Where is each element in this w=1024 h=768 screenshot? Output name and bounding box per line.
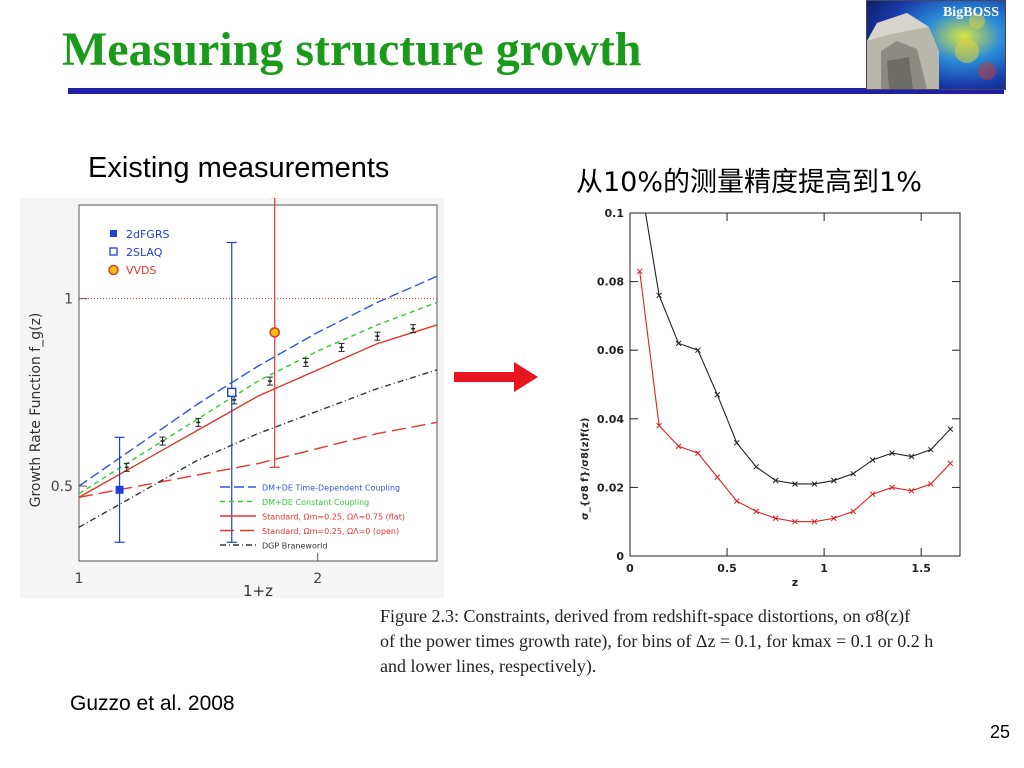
- left-x-tick-label: 1: [75, 571, 84, 587]
- right-series-point: [675, 443, 682, 450]
- legend-label: 2SLAQ: [126, 246, 163, 259]
- left-y-tick-label: 1: [64, 292, 73, 308]
- legend-marker: [110, 230, 117, 237]
- growth-rate-chart: 1 2 0.5 1 2dFGRS 2SLAQ VVDS DM+DE Time-Depend…: [20, 198, 444, 598]
- right-y-axis-label: σ_{σ8 f}/σ8(z)f(z): [580, 418, 591, 520]
- right-series-point: [636, 268, 643, 275]
- right-series-point: [947, 426, 954, 432]
- right-series-point: [753, 508, 760, 515]
- left-model-line: [78, 324, 438, 498]
- caption-line: of the power times growth rate), for bin…: [380, 631, 934, 651]
- right-heading: 从10%的测量精度提高到1%: [576, 167, 922, 198]
- right-x-tick-label: 1.5: [911, 562, 931, 575]
- right-series-point: [714, 391, 721, 398]
- right-series-point: [928, 481, 934, 487]
- left-x-axis-label: 1+z: [243, 582, 273, 598]
- right-series-point: [656, 422, 662, 429]
- right-x-axis-label: z: [792, 576, 798, 589]
- left-model-line: [78, 369, 438, 528]
- slide-title: Measuring structure growth: [62, 23, 642, 76]
- right-series-point: [695, 450, 701, 456]
- right-series-point: [850, 470, 857, 477]
- right-series-point: [733, 439, 740, 446]
- right-series-point: [830, 515, 837, 522]
- right-series-point: [908, 487, 915, 494]
- right-series-point: [656, 292, 662, 299]
- bigboss-logo-image: [867, 1, 1005, 89]
- model-legend-label: Standard, Ωm=0.25, ΩΛ=0.75 (flat): [262, 513, 405, 522]
- model-legend-label: DM+DE Constant Coupling: [262, 498, 369, 507]
- legend-marker: [108, 264, 119, 276]
- right-series-point: [772, 477, 779, 484]
- figure-caption: Figure 2.3: Constraints, derived from re…: [380, 604, 1024, 684]
- right-series-point: [714, 474, 721, 480]
- right-plot-frame: [629, 212, 961, 557]
- legend-label: VVDS: [126, 264, 157, 277]
- bigboss-logo: BigBOSS: [866, 0, 1006, 90]
- left-plot-frame: [78, 204, 438, 562]
- right-series-point: [908, 453, 915, 460]
- right-series-point: [889, 450, 895, 456]
- page-number: 25: [989, 722, 1010, 742]
- right-series-point: [733, 498, 740, 504]
- left-data-point: [115, 485, 124, 494]
- right-series-point: [753, 463, 760, 470]
- left-data-point: [227, 387, 237, 398]
- model-legend-label: DM+DE Time-Dependent Coupling: [262, 484, 400, 493]
- left-model-line: [78, 301, 438, 495]
- left-data-point: [269, 327, 281, 338]
- right-series-point: [811, 481, 818, 487]
- right-x-tick-label: 1: [820, 562, 828, 575]
- right-series-point: [869, 491, 876, 498]
- right-y-tick-label: 0.04: [597, 413, 624, 426]
- right-series-point: [889, 484, 895, 491]
- left-heading: Existing measurements: [88, 152, 390, 184]
- caption-line: Figure 2.3: Constraints, derived from re…: [380, 606, 911, 626]
- left-x-tick-label: 2: [313, 571, 322, 587]
- right-y-tick-label: 0: [616, 550, 624, 563]
- right-series-point: [947, 460, 954, 467]
- precision-chart: 0 0.5 1 1.5 0 0.02 0.04 0.06 0.08 0.1 z σ_{σ8 f}/…: [580, 207, 961, 589]
- caption-line: and lower lines, respectively).: [380, 656, 597, 676]
- right-y-tick-label: 0.02: [597, 481, 624, 494]
- citation-text: Guzzo et al. 2008: [70, 692, 235, 715]
- right-series-point: [792, 481, 798, 487]
- right-series-point: [695, 347, 701, 354]
- right-series-point: [675, 340, 682, 347]
- left-model-line: [78, 421, 438, 498]
- legend-marker: [109, 247, 118, 256]
- right-x-tick-label: 0.5: [717, 562, 737, 575]
- right-series-point: [928, 446, 934, 453]
- right-arrow-icon: [454, 362, 538, 392]
- model-legend-label: DGP Braneworld: [262, 542, 327, 551]
- right-y-tick-label: 0.1: [605, 207, 625, 220]
- right-y-tick-label: 0.08: [597, 276, 624, 289]
- right-series-point: [850, 508, 857, 515]
- right-series-point: [811, 518, 818, 525]
- right-series-point: [772, 515, 779, 522]
- title-underline: [68, 88, 1004, 94]
- left-y-tick-label: 0.5: [51, 479, 73, 495]
- right-series-point: [792, 518, 798, 525]
- right-y-tick-label: 0.06: [597, 344, 624, 357]
- left-model-line: [78, 275, 438, 487]
- right-series-point: [830, 477, 837, 484]
- legend-label: 2dFGRS: [126, 228, 169, 241]
- model-legend-label: Standard, Ωm=0.25, ΩΛ=0 (open): [262, 527, 399, 536]
- right-series-point: [869, 457, 876, 463]
- left-y-axis-label: Growth Rate Function f_g(z): [28, 313, 44, 508]
- right-x-tick-label: 0: [626, 562, 634, 575]
- logo-text: BigBOSS: [942, 5, 999, 20]
